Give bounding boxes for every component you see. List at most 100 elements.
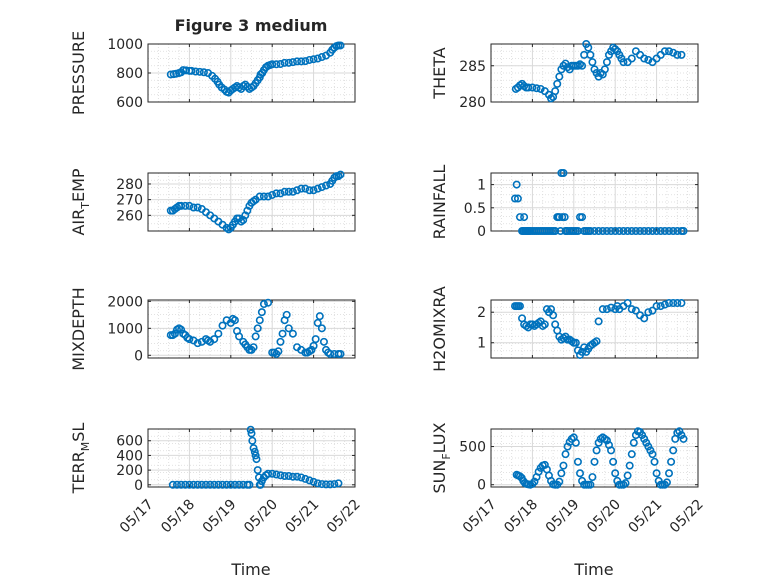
x-tick-label: 05/20 bbox=[241, 496, 281, 536]
y-tick-label: 280 bbox=[116, 177, 143, 193]
data-point bbox=[313, 54, 322, 63]
data-point bbox=[199, 68, 208, 77]
data-point bbox=[515, 213, 524, 222]
y-axis-label: MIXDEPTH bbox=[69, 287, 88, 370]
data-point bbox=[530, 477, 539, 486]
data-point bbox=[334, 479, 343, 488]
y-tick-label: 260 bbox=[116, 208, 143, 224]
x-axis-label-right: Time bbox=[573, 560, 613, 579]
data-point bbox=[656, 227, 665, 236]
data-point bbox=[309, 341, 318, 350]
data-point bbox=[189, 480, 198, 489]
data-point bbox=[571, 338, 580, 347]
data-point bbox=[230, 316, 239, 325]
data-point bbox=[656, 302, 665, 311]
data-point bbox=[677, 50, 686, 59]
data-point bbox=[210, 335, 219, 344]
data-point bbox=[586, 480, 595, 489]
data-point bbox=[309, 477, 318, 486]
data-point bbox=[182, 66, 191, 75]
data-point bbox=[313, 479, 322, 488]
data-point bbox=[511, 194, 520, 203]
data-point bbox=[278, 329, 287, 338]
data-point bbox=[264, 192, 273, 201]
data-point bbox=[611, 469, 620, 478]
data-point bbox=[305, 55, 314, 64]
y-tick-label: 285 bbox=[459, 59, 486, 75]
data-point bbox=[627, 305, 636, 314]
data-point bbox=[636, 50, 645, 59]
y-tick-label: 0 bbox=[477, 478, 486, 494]
x-tick-label: 05/21 bbox=[626, 496, 666, 536]
data-point bbox=[259, 300, 268, 309]
y-tick-label: 600 bbox=[116, 95, 143, 111]
data-point bbox=[288, 58, 297, 67]
data-point bbox=[611, 45, 620, 54]
data-point bbox=[264, 469, 273, 478]
y-tick-label: 1000 bbox=[107, 321, 143, 337]
x-tick-label: 05/21 bbox=[283, 496, 323, 536]
data-point bbox=[322, 480, 331, 489]
data-point bbox=[264, 298, 273, 307]
data-point bbox=[532, 84, 541, 93]
data-point bbox=[631, 306, 640, 315]
data-point bbox=[230, 480, 239, 489]
data-point bbox=[590, 227, 599, 236]
data-point bbox=[166, 70, 175, 79]
data-point bbox=[214, 480, 223, 489]
data-point bbox=[660, 227, 669, 236]
axes-box bbox=[490, 299, 699, 359]
data-point bbox=[313, 184, 322, 193]
data-point bbox=[602, 305, 611, 314]
y-tick-label: 600 bbox=[116, 434, 143, 450]
data-point bbox=[317, 480, 326, 489]
y-tick-label: 0 bbox=[477, 224, 486, 240]
data-point bbox=[588, 473, 597, 482]
data-point bbox=[623, 299, 632, 308]
data-point bbox=[248, 436, 257, 445]
data-point bbox=[301, 184, 310, 193]
data-point bbox=[255, 192, 264, 201]
y-axis-label-part: RAINFALL bbox=[430, 165, 449, 240]
y-tick-label: 1 bbox=[477, 178, 486, 194]
y-tick-label: 270 bbox=[116, 193, 143, 209]
x-tick-label: 05/17 bbox=[117, 496, 157, 536]
data-point bbox=[305, 476, 314, 485]
data-point bbox=[607, 446, 616, 455]
axes-box bbox=[490, 172, 699, 232]
data-point bbox=[640, 54, 649, 63]
y-axis-label: RAINFALL bbox=[430, 165, 449, 240]
data-point bbox=[561, 450, 570, 459]
data-point bbox=[571, 438, 580, 447]
data-point bbox=[656, 50, 665, 59]
x-tick-label: 05/18 bbox=[501, 496, 541, 536]
data-point bbox=[650, 457, 659, 466]
data-point bbox=[336, 41, 345, 50]
data-point bbox=[594, 317, 603, 326]
y-axis-label-subscript: T bbox=[79, 202, 92, 210]
data-point bbox=[193, 480, 202, 489]
data-point bbox=[326, 349, 335, 358]
data-point bbox=[528, 83, 537, 92]
data-point bbox=[256, 480, 265, 489]
data-point bbox=[513, 194, 522, 203]
data-point bbox=[573, 457, 582, 466]
data-point bbox=[598, 305, 607, 314]
data-point bbox=[276, 337, 285, 346]
data-point bbox=[319, 337, 328, 346]
data-point bbox=[621, 479, 630, 488]
data-point bbox=[326, 480, 335, 489]
data-point bbox=[235, 332, 244, 341]
data-point bbox=[559, 461, 568, 470]
data-point bbox=[257, 308, 266, 317]
data-point bbox=[629, 438, 638, 447]
data-point bbox=[282, 310, 291, 319]
data-point bbox=[667, 457, 676, 466]
y-axis-label-subscript: M bbox=[79, 442, 92, 452]
data-point bbox=[293, 57, 302, 66]
data-point bbox=[644, 308, 653, 317]
y-tick-label: 500 bbox=[459, 440, 486, 456]
x-tick-label: 05/19 bbox=[200, 496, 240, 536]
data-point bbox=[652, 302, 661, 311]
